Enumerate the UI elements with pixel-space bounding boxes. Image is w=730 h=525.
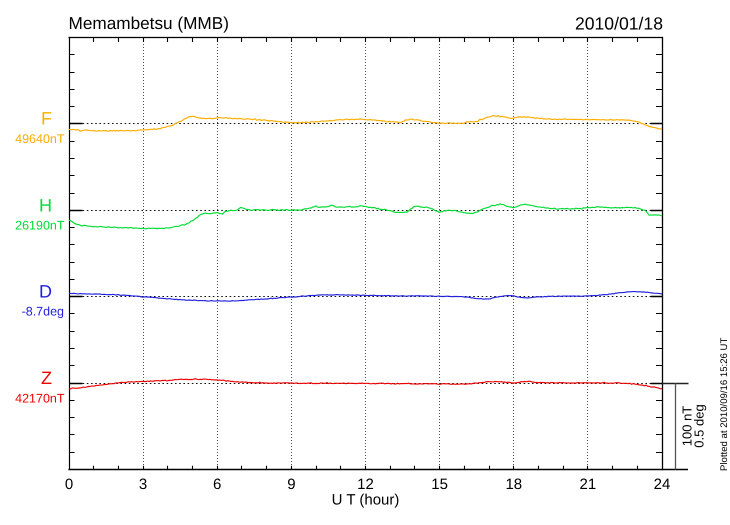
svg-text:26190nT: 26190nT [15,218,65,232]
svg-text:15: 15 [431,476,448,493]
svg-text:6: 6 [213,476,221,493]
svg-text:49640nT: 49640nT [15,132,65,146]
svg-text:18: 18 [505,476,522,493]
svg-text:21: 21 [580,476,597,493]
svg-text:9: 9 [287,476,295,493]
svg-text:Plotted at 2010/09/16 15:26 UT: Plotted at 2010/09/16 15:26 UT [719,338,730,471]
svg-text:3: 3 [139,476,147,493]
svg-text:F: F [41,109,52,129]
svg-text:Z: Z [41,368,52,388]
svg-text:Memambetsu (MMB): Memambetsu (MMB) [69,13,229,33]
svg-text:42170nT: 42170nT [15,391,65,405]
svg-text:U T (hour): U T (hour) [332,492,400,509]
svg-text:D: D [39,282,52,302]
svg-text:100 nT: 100 nT [680,406,695,447]
svg-text:12: 12 [357,476,374,493]
svg-text:2010/01/18: 2010/01/18 [575,14,663,34]
svg-text:0: 0 [65,476,73,493]
svg-text:24: 24 [654,476,671,493]
svg-text:0.5 deg: 0.5 deg [692,404,707,447]
svg-text:H: H [39,195,52,215]
svg-text:-8.7deg: -8.7deg [22,305,64,319]
